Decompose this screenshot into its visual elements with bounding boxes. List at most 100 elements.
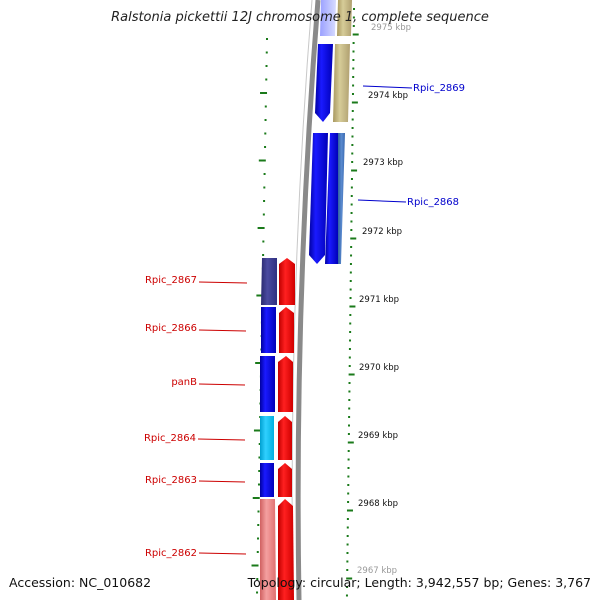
scale-tick	[349, 331, 352, 333]
scale-tick	[350, 254, 353, 257]
scale-tick	[351, 118, 354, 121]
scale-dot	[256, 551, 259, 553]
scale-dot	[264, 146, 267, 148]
scale-tick	[351, 161, 354, 163]
gene-label-forward[interactable]: Rpic_2868	[407, 197, 459, 208]
gene-label-reverse[interactable]: Rpic_2867	[145, 275, 197, 286]
kbp-label: 2971 kbp	[359, 295, 399, 305]
scale-dot	[257, 510, 260, 513]
kbp-label: 2975 kbp	[371, 23, 411, 33]
scale-tick	[350, 237, 357, 240]
scale-tick	[349, 280, 352, 282]
scale-tick	[349, 305, 356, 308]
gene-block-panb	[260, 356, 275, 412]
gene-arrow-red-2	[279, 307, 294, 353]
gene-block-khaki	[333, 44, 350, 122]
scale-tick	[346, 560, 349, 563]
scale-tick	[346, 552, 349, 554]
scale-dot	[255, 362, 263, 364]
gene-arrow-red-5	[278, 463, 292, 497]
gene-arrow-red-4	[278, 416, 292, 460]
gene-label-reverse[interactable]: Rpic_2863	[145, 475, 197, 486]
scale-dot	[257, 524, 260, 526]
gene-block-rpic-2864	[260, 416, 274, 460]
scale-dot	[265, 51, 268, 54]
gene-arrow-red-6	[278, 499, 294, 600]
gene-label-reverse[interactable]: panB	[171, 377, 197, 388]
label-leader-line	[362, 85, 413, 89]
kbp-label: 2967 kbp	[357, 566, 397, 576]
gene-block-rpic-2866	[261, 307, 276, 353]
accession-text: Accession: NC_010682	[9, 575, 152, 590]
kbp-label: 2968 kbp	[358, 499, 398, 509]
scale-tick	[346, 543, 349, 546]
scale-tick	[352, 84, 355, 87]
scale-dot	[258, 443, 261, 445]
scale-tick	[348, 390, 351, 393]
gene-block-blue-right	[325, 133, 338, 264]
gene-arrow-red-1	[279, 258, 295, 305]
scale-tick	[350, 195, 353, 197]
scale-tick	[352, 67, 355, 70]
scale-dot	[256, 294, 264, 297]
gene-arrow-red-3	[278, 356, 293, 412]
scale-tick	[348, 416, 351, 418]
scale-tick	[347, 492, 350, 495]
scale-tick	[349, 314, 352, 316]
scale-tick	[347, 441, 354, 444]
scale-tick	[350, 212, 353, 214]
scale-tick	[346, 569, 349, 571]
scale-dot	[264, 119, 267, 121]
scale-tick	[349, 322, 352, 325]
kbp-label: 2969 kbp	[358, 431, 398, 441]
scale-tick	[346, 577, 353, 580]
scale-tick	[352, 16, 355, 19]
scale-tick	[346, 586, 349, 588]
scale-tick	[347, 458, 350, 461]
label-leader-line	[198, 281, 248, 284]
scale-tick	[348, 399, 351, 401]
scale-dot	[252, 497, 260, 499]
gene-block-khaki-top	[337, 0, 352, 36]
scale-tick	[349, 271, 352, 274]
scale-dot	[263, 173, 266, 175]
topology-text: Topology: circular; Length: 3,942,557 bp…	[247, 575, 591, 590]
scale-dot	[262, 240, 265, 243]
scale-tick	[352, 76, 355, 78]
dotted-scale-arc	[251, 38, 268, 594]
scale-tick	[350, 220, 353, 223]
kbp-label: 2970 kbp	[359, 363, 399, 373]
scale-tick	[352, 33, 359, 36]
gene-label-reverse[interactable]: Rpic_2866	[145, 323, 197, 334]
scale-tick	[352, 50, 355, 53]
scale-dot	[258, 456, 261, 459]
kbp-label: 2973 kbp	[363, 158, 403, 168]
reverse-strand-genes	[260, 258, 295, 600]
scale-tick	[352, 59, 355, 61]
gene-block-steel	[338, 133, 345, 264]
scale-dot	[266, 38, 268, 40]
scale-labels: 2975 kbp 2974 kbp 2973 kbp 2972 kbp 2971 kbp…	[357, 23, 411, 576]
scale-tick	[347, 467, 350, 469]
gene-label-reverse[interactable]: Rpic_2862	[145, 548, 197, 559]
scale-dot	[262, 213, 265, 216]
kbp-label: 2972 kbp	[362, 227, 402, 237]
scale-dot	[262, 254, 265, 256]
scale-tick	[346, 526, 349, 529]
scale-tick	[348, 373, 355, 376]
scale-tick	[349, 288, 352, 291]
backbone-circle	[295, 0, 321, 600]
scale-dot	[257, 483, 260, 486]
kbp-label: 2974 kbp	[368, 91, 408, 101]
scale-tick	[352, 25, 355, 27]
scale-dot	[265, 78, 268, 81]
scale-tick	[347, 475, 350, 478]
gene-label-forward[interactable]: Rpic_2869	[413, 83, 465, 94]
gene-label-reverse[interactable]: Rpic_2864	[144, 433, 196, 444]
scale-tick	[351, 93, 354, 95]
scale-tick	[350, 178, 353, 180]
scale-dot	[264, 105, 267, 108]
scale-tick	[349, 297, 352, 299]
scale-dot	[264, 132, 267, 135]
gene-block-rpic-2863	[260, 463, 274, 497]
